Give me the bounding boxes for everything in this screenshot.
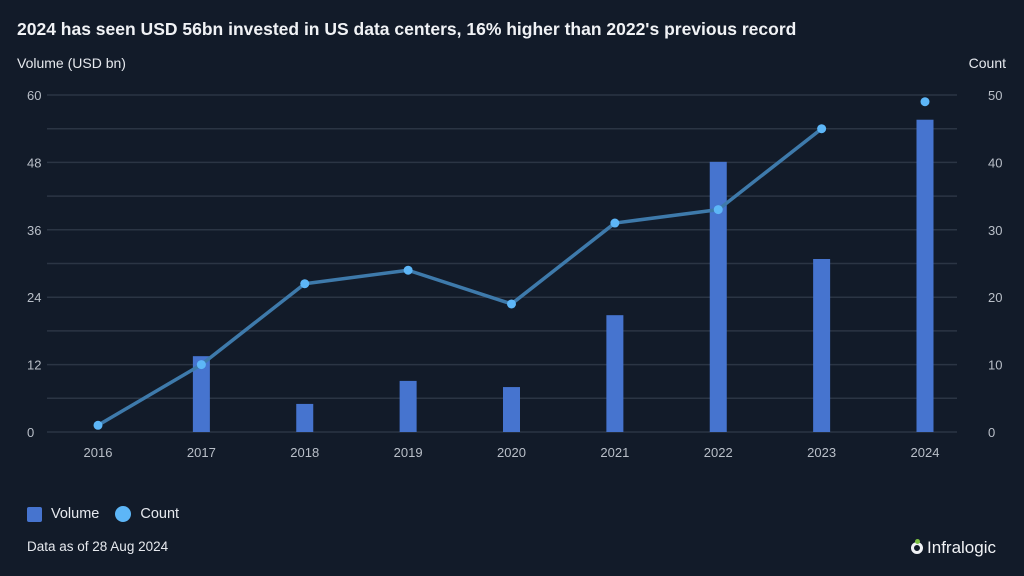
legend-count-swatch[interactable] <box>115 506 132 522</box>
y-left-tick-label: 36 <box>27 223 41 238</box>
count-line <box>97 127 823 427</box>
y-axis-right-label: Count <box>968 55 1006 71</box>
chart-title: 2024 has seen USD 56bn invested in US da… <box>17 19 797 39</box>
x-tick-label: 2016 <box>84 445 113 460</box>
legend: Volume Count <box>27 506 179 522</box>
y-left-tick-label: 12 <box>27 358 41 373</box>
x-tick-label: 2019 <box>394 445 423 460</box>
y-left-tick-label: 60 <box>27 88 41 103</box>
infralogic-logo-icon <box>911 539 924 554</box>
bar-volume-2020 <box>503 387 520 432</box>
x-tick-label: 2018 <box>290 445 319 460</box>
point-count-2020 <box>507 299 516 309</box>
bar-volume-2022 <box>709 161 727 433</box>
x-tick-label: 2023 <box>807 445 836 460</box>
legend-volume-swatch[interactable] <box>27 506 42 522</box>
y-right-tick-label: 20 <box>988 290 1002 305</box>
bar-volume-2021 <box>606 315 624 432</box>
point-count-2016 <box>93 420 103 430</box>
y-right-tick-label: 30 <box>988 223 1002 238</box>
bar-volume-2018 <box>296 403 314 432</box>
x-tick-label: 2020 <box>497 445 526 460</box>
x-tick-label: 2017 <box>187 445 216 460</box>
brand-logo: Infralogic <box>911 538 996 558</box>
x-tick-label: 2021 <box>600 445 629 460</box>
data-date-note: Data as of 28 Aug 2024 <box>27 539 169 554</box>
y-left-tick-label: 48 <box>27 155 41 170</box>
legend-count-label[interactable]: Count <box>140 506 180 522</box>
point-count-2022 <box>713 205 723 215</box>
bar-volume-2023 <box>813 259 831 432</box>
y-right-tick-label: 50 <box>988 88 1002 103</box>
point-count-2024 <box>920 97 930 107</box>
brand-name: Infralogic <box>927 538 996 557</box>
y-right-tick-label: 40 <box>988 155 1002 170</box>
y-right-tick-label: 10 <box>988 358 1002 373</box>
point-count-2018 <box>300 279 310 289</box>
bar-volume-2019 <box>399 380 417 432</box>
bar-volume-2024 <box>916 119 934 433</box>
point-count-2017 <box>196 360 206 370</box>
bar-volume-2017 <box>192 356 210 432</box>
point-count-2021 <box>610 218 620 228</box>
y-left-tick-label: 0 <box>27 425 34 440</box>
y-axis-left-label: Volume (USD bn) <box>17 55 126 71</box>
x-tick-label: 2022 <box>704 445 733 460</box>
point-count-2023 <box>817 124 827 134</box>
y-left-tick-label: 24 <box>27 290 41 305</box>
legend-volume-label[interactable]: Volume <box>51 506 100 522</box>
point-count-2019 <box>403 265 413 275</box>
x-tick-label: 2024 <box>911 445 940 460</box>
y-right-tick-label: 0 <box>988 425 995 440</box>
